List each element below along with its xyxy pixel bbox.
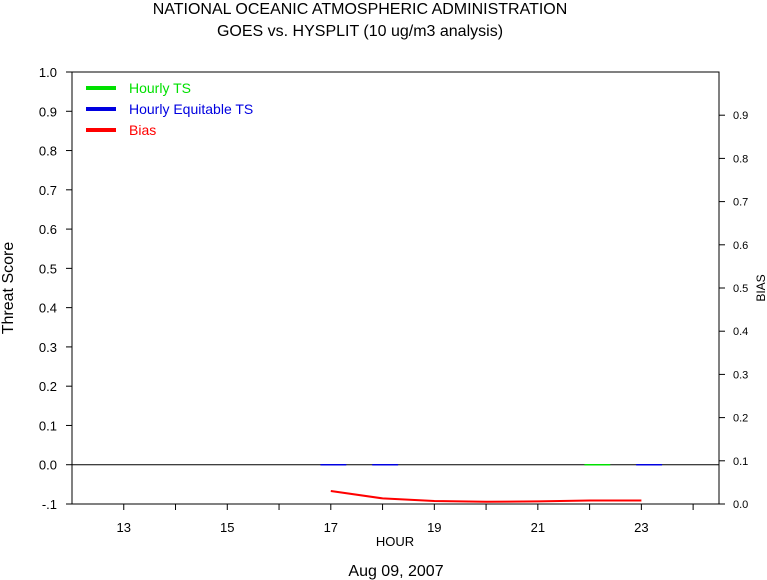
y-tick-label: 0.3 <box>39 340 57 355</box>
x-tick-label: 13 <box>117 520 131 535</box>
y-tick-label: 1.0 <box>39 65 57 80</box>
y-tick-label: 0.4 <box>39 301 57 316</box>
right-y-tick-label: 0.0 <box>733 499 748 511</box>
y-tick-label: 0.9 <box>39 104 57 119</box>
y-tick-label: 0.8 <box>39 144 57 159</box>
x-axis-label: HOUR <box>376 534 414 549</box>
y-tick-label: 0.2 <box>39 379 57 394</box>
chart-subtitle: GOES vs. HYSPLIT (10 ug/m3 analysis) <box>217 23 503 40</box>
legend-label: Bias <box>129 122 156 138</box>
y-tick-label: 0.1 <box>39 418 57 433</box>
y-tick-label: 0.0 <box>39 458 57 473</box>
date-label: Aug 09, 2007 <box>348 563 443 580</box>
x-tick-label: 23 <box>634 520 648 535</box>
series-line-bias <box>330 490 642 503</box>
legend-label: Hourly TS <box>129 80 191 96</box>
y-ticks: -.1 0.0 0.1 0.2 0.3 0.4 0.5 0.6 0.7 0.8 0.9 1.0 <box>39 65 72 512</box>
y-tick-label: 0.5 <box>39 261 57 276</box>
right-y-tick-label: 0.7 <box>733 197 748 209</box>
y-axis-label: Threat Score <box>0 242 17 335</box>
right-y-axis-label: BIAS <box>754 274 767 301</box>
right-y-tick-label: 0.8 <box>733 153 748 165</box>
x-tick-label: 17 <box>324 520 338 535</box>
chart-title: NATIONAL OCEANIC ATMOSPHERIC ADMINISTRAT… <box>153 1 568 18</box>
right-y-tick-label: 0.3 <box>733 369 748 381</box>
x-tick-label: 21 <box>531 520 545 535</box>
legend: Hourly TS Hourly Equitable TS Bias <box>86 80 253 138</box>
y-tick-label: -.1 <box>42 497 57 512</box>
right-y-tick-label: 0.4 <box>733 326 748 338</box>
right-y-tick-label: 0.6 <box>733 240 748 252</box>
x-tick-label: 15 <box>220 520 234 535</box>
series-group <box>320 463 663 503</box>
right-y-tick-label: 0.2 <box>733 413 748 425</box>
y-tick-label: 0.6 <box>39 222 57 237</box>
right-y-tick-label: 0.9 <box>733 110 748 122</box>
y-tick-label: 0.7 <box>39 183 57 198</box>
right-y-tick-label: 0.1 <box>733 456 748 468</box>
right-y-ticks: 0.0 0.1 0.2 0.3 0.4 0.5 0.6 0.7 0.8 0.9 <box>719 110 748 511</box>
legend-label: Hourly Equitable TS <box>129 101 253 117</box>
plot-frame <box>71 71 720 505</box>
x-tick-label: 19 <box>427 520 441 535</box>
x-ticks: 13 15 17 19 21 23 <box>117 504 694 535</box>
right-y-tick-label: 0.5 <box>733 283 748 295</box>
